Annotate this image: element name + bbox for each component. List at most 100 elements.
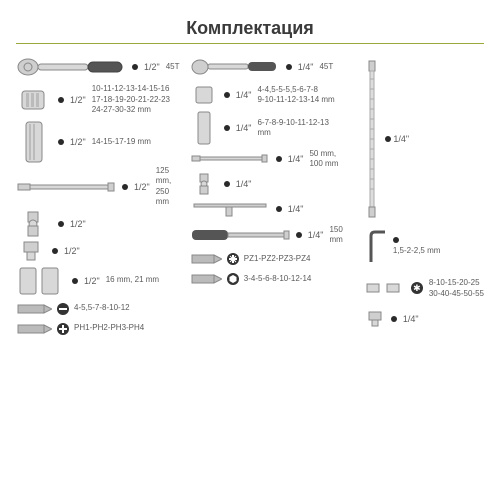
spec-label: PZ1-PZ2-PZ3-PZ4 bbox=[244, 254, 311, 264]
socket-long-icon bbox=[190, 110, 218, 146]
bit-icon bbox=[190, 273, 222, 285]
columns: 1/2" 45T 1/2" 10-11-12-13-14-15-16 17-18… bbox=[16, 54, 484, 338]
item-torx-size: 1/4" bbox=[365, 310, 484, 328]
item-socket-short: 1/4" 4-4,5-5-5,5-6-7-8 9-10-11-12-13-14 … bbox=[190, 82, 343, 108]
size-label: 1/2" bbox=[64, 246, 80, 256]
bullet bbox=[393, 237, 399, 243]
size-label: 1/2" bbox=[70, 219, 86, 229]
spec-label: 3-4-5-6-8-10-12-14 bbox=[244, 274, 312, 284]
ratchet-icon bbox=[190, 57, 280, 77]
socket-long-icon bbox=[16, 120, 52, 164]
spec-label: 10-11-12-13-14-15-16 17-18-19-20-21-22-2… bbox=[92, 84, 170, 115]
bit-icon bbox=[16, 302, 52, 316]
size-label: 1/4" bbox=[308, 230, 324, 240]
bit-hex: 3-4-5-6-8-10-12-14 bbox=[190, 270, 343, 288]
size-label: 1/2" bbox=[70, 95, 86, 105]
item-adapter: 1/2" bbox=[16, 240, 180, 262]
column-left: 1/2" 45T 1/2" 10-11-12-13-14-15-16 17-18… bbox=[16, 54, 180, 338]
size-label: 1/4" bbox=[236, 179, 252, 189]
torx-bit-icon bbox=[365, 281, 405, 295]
hexkey-icon bbox=[365, 228, 387, 264]
spec-label: 150 mm bbox=[329, 225, 342, 246]
item-spark: 1/2" 16 mm, 21 mm bbox=[16, 264, 180, 298]
tbar-icon bbox=[190, 200, 270, 218]
item-extension: 1/2" 125 mm, 250 mm bbox=[16, 166, 180, 208]
bullet bbox=[58, 97, 64, 103]
spec-label: 4-5,5-7-8-10-12 bbox=[74, 303, 130, 313]
bit-icon bbox=[16, 322, 52, 336]
divider bbox=[16, 43, 484, 44]
hex-symbol-icon bbox=[227, 273, 239, 285]
ujoint-icon bbox=[190, 172, 218, 196]
ph-symbol-icon bbox=[57, 323, 69, 335]
size-label: 1/4" bbox=[236, 123, 252, 133]
item-ratchet: 1/2" 45T bbox=[16, 54, 180, 80]
adapter-icon bbox=[365, 310, 385, 328]
item-driver: 1/4" 150 mm bbox=[190, 222, 343, 248]
size-label: 1/2" bbox=[144, 62, 160, 72]
extension-icon bbox=[16, 180, 116, 194]
bit-icon bbox=[190, 253, 222, 265]
size-label: 1/4" bbox=[288, 154, 304, 164]
socket-short-icon bbox=[190, 84, 218, 106]
extension-icon bbox=[190, 153, 270, 165]
bullet bbox=[224, 125, 230, 131]
pz-symbol-icon bbox=[227, 253, 239, 265]
spec-label: 50 mm, 100 mm bbox=[309, 149, 342, 170]
spec-label: 45T bbox=[319, 62, 333, 72]
bullet bbox=[58, 221, 64, 227]
size-label: 1/2" bbox=[84, 276, 100, 286]
size-label: 1/4" bbox=[288, 204, 304, 214]
spec-label: 125 mm, 250 mm bbox=[156, 166, 180, 208]
bit-slot: 4-5,5-7-8-10-12 bbox=[16, 300, 180, 318]
bullet bbox=[122, 184, 128, 190]
adapter-icon bbox=[16, 240, 46, 262]
bullet bbox=[286, 64, 292, 70]
driver-icon bbox=[190, 226, 290, 244]
item-ujoint: 1/2" bbox=[16, 210, 180, 238]
page-title: Комплектация bbox=[16, 18, 484, 39]
flex-icon bbox=[365, 59, 379, 219]
spec-label: 1,5-2-2,5 mm bbox=[393, 246, 441, 255]
spec-label: 16 mm, 21 mm bbox=[106, 275, 159, 285]
item-ujoint: 1/4" bbox=[190, 172, 343, 196]
bullet bbox=[132, 64, 138, 70]
size-label: 1/2" bbox=[134, 182, 150, 192]
item-flex: 1/4" bbox=[365, 54, 484, 224]
bullet bbox=[385, 136, 391, 142]
bullet bbox=[72, 278, 78, 284]
item-socket-long: 1/2" 14-15-17-19 mm bbox=[16, 120, 180, 164]
size-label: 1/4" bbox=[298, 62, 314, 72]
bullet bbox=[296, 232, 302, 238]
spec-label: 4-4,5-5-5,5-6-7-8 9-10-11-12-13-14 mm bbox=[257, 85, 334, 106]
bullet bbox=[391, 316, 397, 322]
bullet bbox=[224, 92, 230, 98]
spec-label: 8-10-15-20-25 30-40-45-50-55 bbox=[429, 278, 484, 298]
item-hexkey: 1,5-2-2,5 mm bbox=[365, 226, 484, 266]
spec-label: 45T bbox=[166, 62, 180, 72]
bullet bbox=[52, 248, 58, 254]
item-tbar: 1/4" bbox=[190, 198, 343, 220]
item-socket-long: 1/4" 6-7-8-9-10-11-12-13 mm bbox=[190, 110, 343, 146]
size-label: 1/2" bbox=[70, 137, 86, 147]
spec-label: PH1-PH2-PH3-PH4 bbox=[74, 323, 144, 333]
item-torx: ✱ 8-10-15-20-25 30-40-45-50-55 bbox=[365, 268, 484, 308]
spec-label: 14-15-17-19 mm bbox=[92, 137, 151, 147]
torx-symbol-icon: ✱ bbox=[411, 282, 423, 294]
item-socket-short: 1/2" 10-11-12-13-14-15-16 17-18-19-20-21… bbox=[16, 82, 180, 118]
bullet bbox=[224, 181, 230, 187]
column-attach: 1/4" 1,5-2-2,5 mm ✱ 8-10-15-20-25 30-40-… bbox=[365, 54, 484, 338]
size-label: 1/4" bbox=[393, 134, 409, 144]
bullet bbox=[58, 139, 64, 145]
item-extension: 1/4" 50 mm, 100 mm bbox=[190, 148, 343, 170]
bullet bbox=[276, 156, 282, 162]
ujoint-icon bbox=[16, 210, 52, 238]
size-label: 1/4" bbox=[236, 90, 252, 100]
spark-icon bbox=[16, 264, 66, 298]
ratchet-icon bbox=[16, 56, 126, 78]
slot-symbol-icon bbox=[57, 303, 69, 315]
spec-label: 6-7-8-9-10-11-12-13 mm bbox=[257, 118, 342, 139]
socket-short-icon bbox=[16, 87, 52, 113]
bit-pz: PZ1-PZ2-PZ3-PZ4 bbox=[190, 250, 343, 268]
bit-ph: PH1-PH2-PH3-PH4 bbox=[16, 320, 180, 338]
